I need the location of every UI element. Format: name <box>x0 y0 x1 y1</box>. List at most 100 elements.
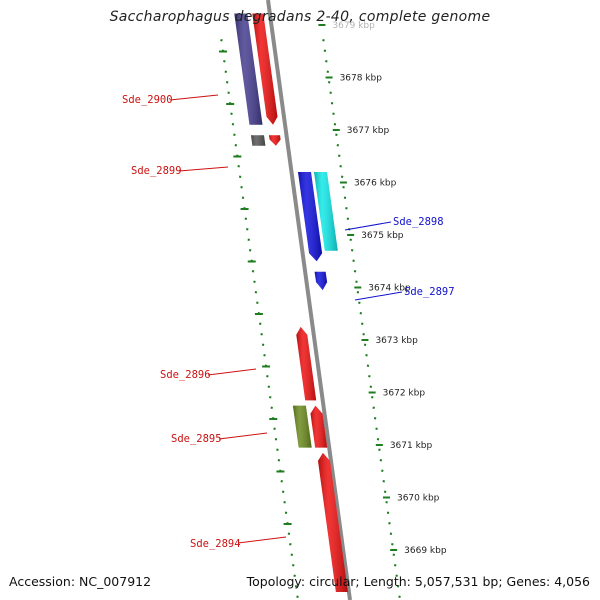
minor-tick <box>238 175 242 178</box>
minor-tick <box>359 312 363 315</box>
minor-tick <box>223 60 226 63</box>
tick-label-3674: 3674 kbp <box>368 284 411 294</box>
minor-tick <box>241 196 245 199</box>
minor-tick <box>373 417 377 420</box>
tick-label-3672: 3672 kbp <box>383 389 426 399</box>
gene-label-sde-2895[interactable]: Sde_2895 <box>171 433 222 445</box>
minor-tick <box>263 354 266 357</box>
minor-tick <box>391 543 394 546</box>
minor-tick <box>343 196 347 199</box>
minor-tick <box>291 564 295 567</box>
label-leader-sde-2894 <box>237 536 287 544</box>
minor-tick <box>233 133 236 136</box>
feature-sde-2898[interactable] <box>314 172 338 251</box>
minor-tick <box>382 480 385 483</box>
minor-tick <box>381 469 384 472</box>
tick-label-3673: 3673 kbp <box>375 336 418 346</box>
minor-tick <box>383 490 387 493</box>
minor-tick <box>247 238 250 241</box>
minor-tick <box>368 375 371 378</box>
tick-label-3678: 3678 kbp <box>340 74 383 84</box>
minor-tick <box>276 448 279 451</box>
minor-tick <box>369 385 373 388</box>
minor-tick <box>293 574 296 577</box>
label-leader-sde-2900 <box>169 94 219 101</box>
feature-block-1[interactable] <box>252 13 278 125</box>
tick-label-3669: 3669 kbp <box>404 546 447 556</box>
feature-sde-2895[interactable] <box>292 405 312 448</box>
genome-summary-text: Topology: circular; Length: 5,057,531 bp… <box>246 574 590 589</box>
minor-tick <box>240 186 243 189</box>
label-leader-sde-2899 <box>178 166 229 172</box>
minor-tick <box>346 217 350 220</box>
gene-label-sde-2899[interactable]: Sde_2899 <box>131 165 182 177</box>
feature-sde-2894[interactable] <box>318 452 348 592</box>
minor-tick <box>248 249 252 252</box>
tick-marks: 3679 kbp 3678 kbp 3677 kbp 3676 kbp 3675 kbp… <box>219 21 447 598</box>
minor-tick <box>237 165 240 168</box>
gene-label-sde-2894[interactable]: Sde_2894 <box>190 538 241 550</box>
backbone <box>266 0 352 600</box>
minor-tick <box>227 91 230 94</box>
gene-label-sde-2896[interactable]: Sde_2896 <box>160 369 211 381</box>
minor-tick <box>372 406 375 409</box>
minor-tick <box>355 280 358 283</box>
minor-tick <box>283 501 286 504</box>
minor-tick <box>335 133 338 136</box>
backbone-line <box>266 0 352 600</box>
minor-tick <box>260 333 263 336</box>
feature-sde-2899[interactable] <box>251 135 266 146</box>
tick-label-3679: 3679 kbp <box>332 21 375 31</box>
minor-tick <box>345 207 348 210</box>
minor-tick <box>261 343 265 346</box>
minor-tick <box>224 70 228 73</box>
tick-label-3675: 3675 kbp <box>361 231 404 241</box>
minor-tick <box>254 291 258 294</box>
minor-tick <box>333 123 337 126</box>
minor-tick <box>340 175 344 178</box>
minor-tick <box>398 595 401 598</box>
label-leader-sde-2896 <box>207 368 257 376</box>
minor-tick <box>338 154 341 157</box>
minor-tick <box>388 522 391 525</box>
feature-block-3[interactable] <box>269 135 281 146</box>
feature-block-5[interactable] <box>298 172 323 262</box>
feature-sde-2896[interactable] <box>296 326 317 401</box>
minor-tick <box>329 91 332 94</box>
minor-tick <box>376 438 380 441</box>
minor-tick <box>287 532 291 535</box>
minor-tick <box>360 322 364 325</box>
minor-tick <box>256 301 259 304</box>
minor-tick <box>290 553 294 556</box>
gene-label-sde-2897[interactable]: Sde_2897 <box>404 286 455 298</box>
minor-tick <box>322 39 325 42</box>
minor-tick <box>350 249 354 252</box>
features <box>234 13 348 592</box>
minor-tick <box>342 186 345 189</box>
minor-tick <box>326 70 330 73</box>
minor-tick <box>231 123 235 126</box>
feature-sde-2897[interactable] <box>314 271 328 291</box>
minor-tick <box>366 364 370 367</box>
minor-tick <box>289 543 292 546</box>
minor-tick <box>385 501 388 504</box>
label-leader-sde-2895 <box>218 432 268 440</box>
minor-tick <box>332 112 335 115</box>
feature-block-9[interactable] <box>310 405 328 448</box>
tick-label-3671: 3671 kbp <box>390 441 433 451</box>
minor-tick <box>330 102 334 105</box>
gene-label-sde-2900[interactable]: Sde_2900 <box>122 94 173 106</box>
minor-tick <box>352 259 355 262</box>
accession-text: Accession: NC_007912 <box>9 574 152 589</box>
minor-tick <box>362 333 365 336</box>
minor-tick <box>378 448 381 451</box>
gene-label-sde-2898[interactable]: Sde_2898 <box>393 216 444 228</box>
minor-tick <box>392 553 396 556</box>
minor-tick <box>246 228 249 231</box>
minor-tick <box>274 438 278 441</box>
feature-sde-2900[interactable] <box>234 13 263 125</box>
label-leader-sde-2898 <box>344 221 392 231</box>
minor-tick <box>353 270 357 273</box>
minor-tick <box>244 217 248 220</box>
